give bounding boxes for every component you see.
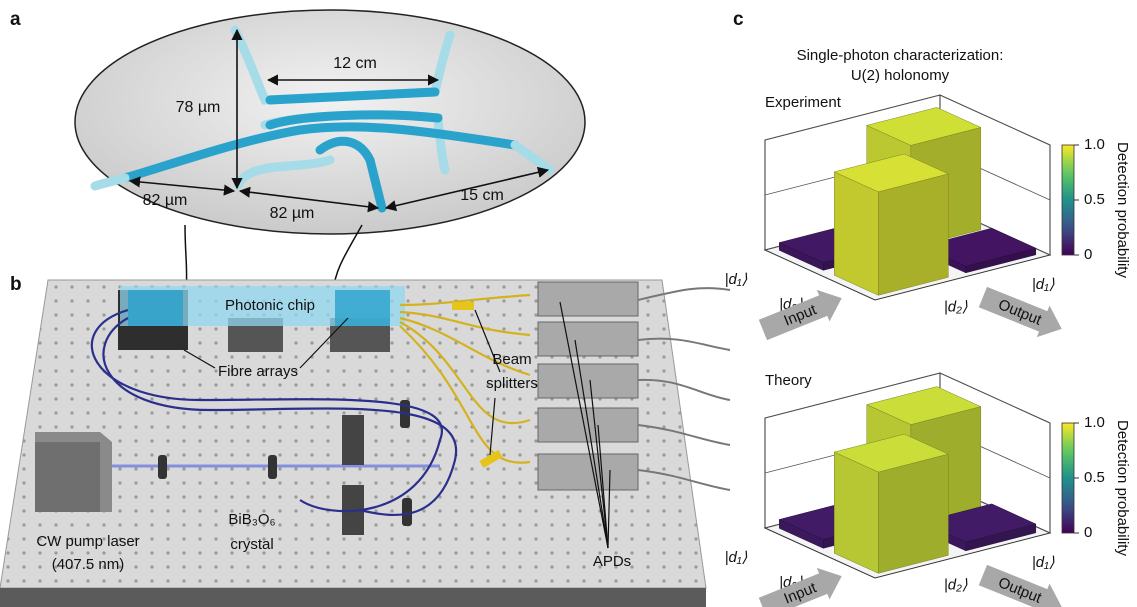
input-arrow: Input (757, 282, 849, 345)
input-category: |d₁⟩ (725, 271, 748, 288)
dimension-label: 15 cm (460, 187, 504, 204)
output-category: |d₁⟩ (1032, 276, 1055, 293)
panel-label: c (733, 9, 744, 30)
panel-label: b (10, 274, 22, 295)
label: crystal (230, 536, 273, 553)
bar-front (834, 172, 878, 295)
colorbar-label: Detection probability (1114, 420, 1131, 556)
dimension-label: 82 µm (143, 192, 188, 209)
output-category: |d₂⟩ (944, 577, 968, 594)
colorbar-tick-label: 0 (1084, 246, 1092, 263)
input-category: |d₁⟩ (725, 549, 748, 566)
input-arrow: Input (757, 560, 849, 607)
bar-side (878, 174, 948, 295)
label: splitters (486, 375, 538, 392)
colorbar-tick-label: 1.0 (1084, 414, 1105, 431)
chart-title: Experiment (765, 94, 842, 111)
colorbar-label: Detection probability (1114, 142, 1131, 278)
dimension-label: 12 cm (333, 55, 377, 72)
panel-label: a (10, 9, 21, 30)
colorbar (1062, 423, 1074, 533)
label: (407.5 nm) (52, 556, 125, 573)
chart-title: Single-photon characterization: (797, 47, 1004, 64)
colorbar-tick-label: 1.0 (1084, 136, 1105, 153)
charts: Experiment 0 0.5 1.0 Detection probability |d… (725, 94, 1131, 607)
label: Fibre arrays (218, 363, 298, 380)
bar-side (878, 454, 948, 573)
colorbar (1062, 145, 1074, 255)
bar-front (834, 452, 878, 573)
label: Photonic chip (225, 297, 315, 314)
colorbar-tick-label: 0 (1084, 524, 1092, 541)
dimension-label: 78 µm (176, 99, 221, 116)
figure: a 12 cm 78 µm 82 µm 82 µm 15 cm b (0, 0, 1137, 607)
chip-zoom (75, 10, 585, 292)
chart-title: U(2) holonomy (851, 67, 950, 84)
label: BiB₃O₆ (228, 511, 275, 528)
output-category: |d₁⟩ (1032, 554, 1055, 571)
chart-title: Theory (765, 372, 812, 389)
dimension-label: 82 µm (270, 205, 315, 222)
colorbar-tick-label: 0.5 (1084, 469, 1105, 486)
label: APDs (593, 553, 631, 570)
label: Beam (492, 351, 531, 368)
colorbar-tick-label: 0.5 (1084, 191, 1105, 208)
output-category: |d₂⟩ (944, 299, 968, 316)
label: CW pump laser (36, 533, 139, 550)
